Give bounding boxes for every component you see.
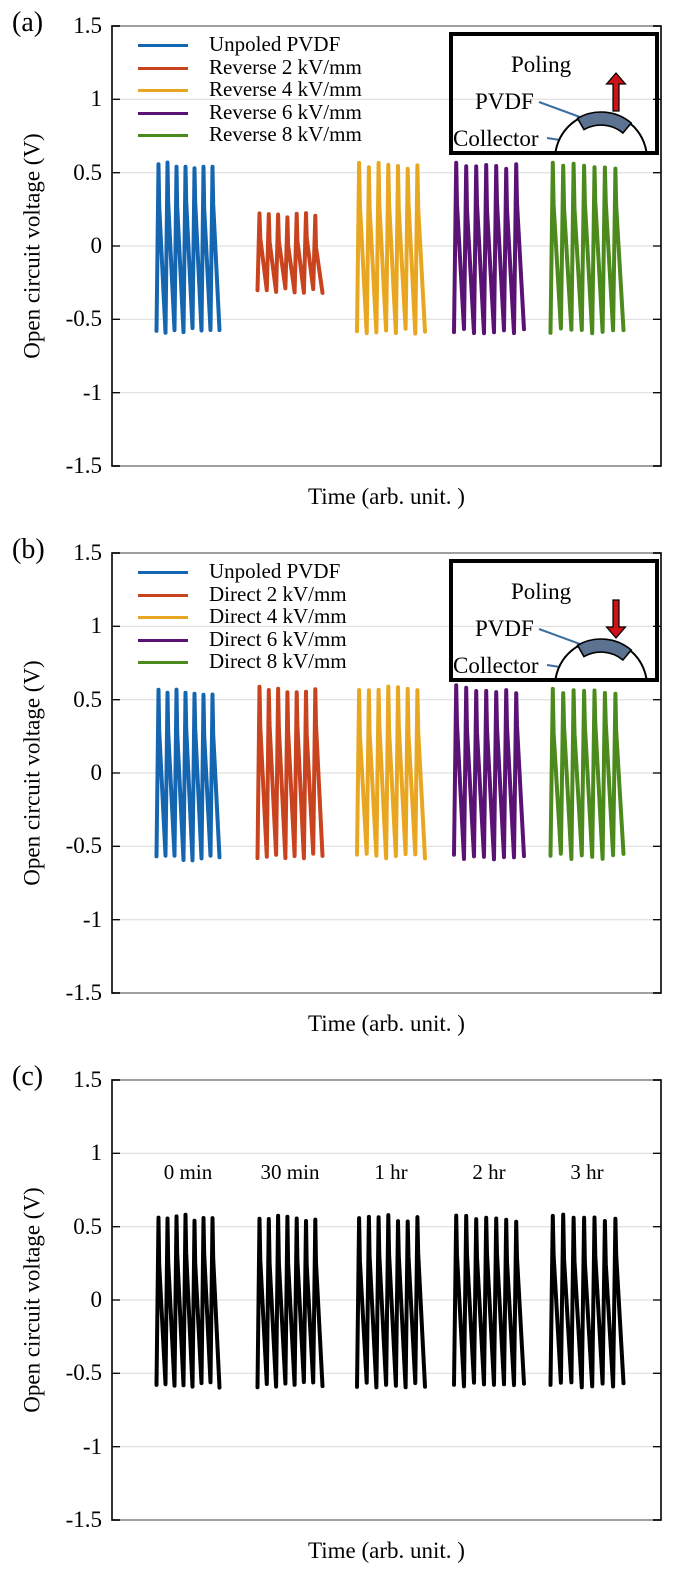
svg-text:Poling: Poling — [511, 579, 572, 604]
svg-text:Collector: Collector — [453, 653, 539, 678]
svg-text:PVDF: PVDF — [475, 89, 534, 114]
svg-text:PVDF: PVDF — [475, 616, 534, 641]
svg-text:Poling: Poling — [511, 52, 572, 77]
svg-text:Collector: Collector — [453, 126, 539, 151]
